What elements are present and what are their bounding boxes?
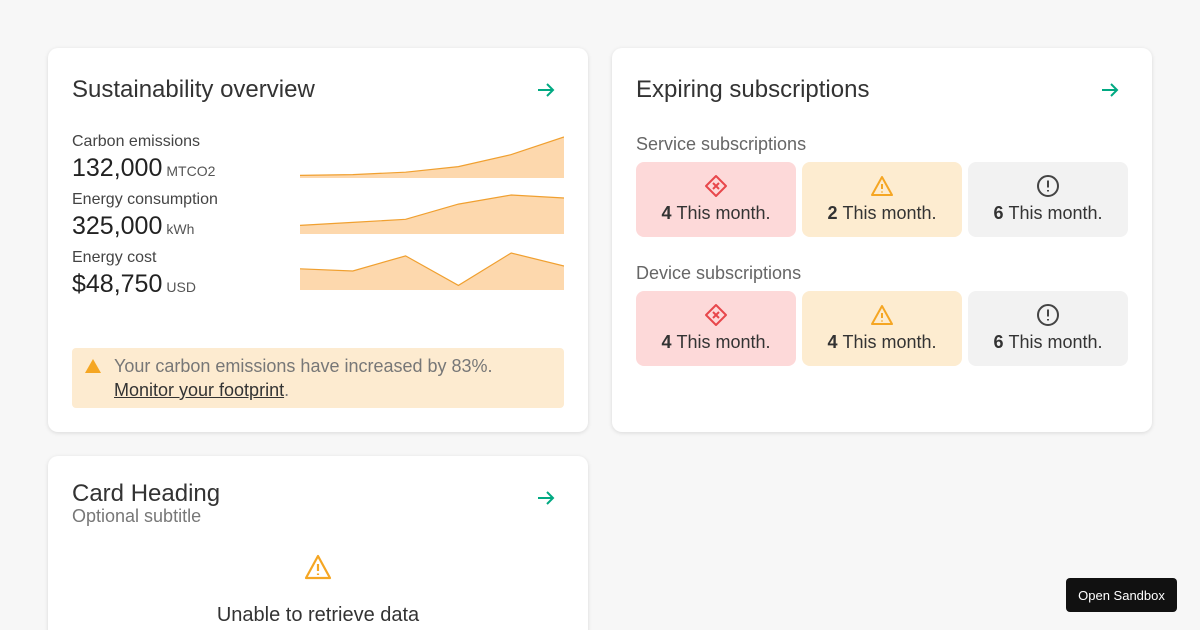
subscriptions-arrow-button[interactable] bbox=[1096, 76, 1124, 104]
tile-count: 6 bbox=[993, 203, 1004, 223]
sustainability-title: Sustainability overview bbox=[72, 76, 315, 103]
subscriptions-title: Expiring subscriptions bbox=[636, 76, 870, 103]
warning-icon bbox=[85, 359, 101, 373]
monitor-footprint-link[interactable]: Monitor your footprint bbox=[114, 380, 285, 400]
metric-label: Carbon emissions bbox=[72, 133, 201, 150]
empty-state-message: Unable to retrieve data bbox=[216, 604, 420, 626]
warning-triangle-icon bbox=[871, 305, 893, 325]
energy-sparkline bbox=[300, 194, 564, 234]
device-warning-tile[interactable]: 4 This month. bbox=[802, 291, 962, 366]
service-critical-tile[interactable]: 4 This month. bbox=[636, 162, 796, 237]
card-heading-subtitle: Optional subtitle bbox=[72, 506, 202, 526]
sparkline-area bbox=[300, 253, 564, 290]
tile-label: This month. bbox=[676, 332, 771, 352]
alert-suffix: . bbox=[284, 380, 290, 400]
metric-energy: Energy consumption 325,000 kWh bbox=[72, 191, 218, 244]
tile-count: 4 bbox=[661, 203, 672, 223]
carbon-alert: Your carbon emissions have increased by … bbox=[72, 348, 564, 408]
tile-count: 4 bbox=[827, 332, 838, 352]
metric-carbon: Carbon emissions 132,000 MTCO2 bbox=[72, 133, 215, 186]
carbon-sparkline bbox=[300, 136, 564, 178]
critical-icon bbox=[705, 175, 727, 197]
tile-label: This month. bbox=[1008, 203, 1103, 223]
tile-label: This month. bbox=[842, 332, 937, 352]
metric-label: Energy cost bbox=[72, 249, 157, 266]
card-heading-arrow-button[interactable] bbox=[532, 484, 560, 512]
warning-triangle-icon bbox=[304, 554, 332, 580]
metric-label: Energy consumption bbox=[72, 191, 218, 208]
tile-label: This month. bbox=[842, 203, 937, 223]
tile-count: 2 bbox=[827, 203, 838, 223]
arrow-right-icon bbox=[538, 491, 555, 505]
metric-cost: Energy cost $48,750 USD bbox=[72, 249, 196, 302]
card-heading-card: Card Heading Optional subtitle Unable to… bbox=[48, 456, 588, 630]
sparkline-area bbox=[300, 137, 564, 178]
arrow-right-icon bbox=[538, 83, 555, 97]
metric-value: $48,750 bbox=[72, 270, 163, 298]
sustainability-card: Sustainability overview Carbon emissions… bbox=[48, 48, 588, 432]
tile-label: This month. bbox=[676, 203, 771, 223]
tile-label: This month. bbox=[1008, 332, 1103, 352]
card-heading-title: Card Heading bbox=[72, 480, 221, 507]
subscriptions-card: Expiring subscriptions Service subscript… bbox=[612, 48, 1152, 432]
sparkline-line bbox=[300, 136, 564, 176]
cost-sparkline bbox=[300, 252, 564, 290]
metric-unit: MTCO2 bbox=[166, 163, 216, 179]
critical-icon bbox=[705, 304, 727, 326]
device-critical-tile[interactable]: 4 This month. bbox=[636, 291, 796, 366]
metric-value: 132,000 bbox=[72, 154, 163, 182]
device-info-tile[interactable]: 6 This month. bbox=[968, 291, 1128, 366]
alert-circle-icon bbox=[1037, 175, 1059, 197]
device-subscriptions-label: Device subscriptions bbox=[636, 263, 802, 283]
alert-text: Your carbon emissions have increased by … bbox=[114, 356, 493, 376]
tile-count: 4 bbox=[661, 332, 672, 352]
sparkline-area bbox=[300, 195, 564, 234]
warning-triangle-icon bbox=[871, 176, 893, 196]
service-warning-tile[interactable]: 2 This month. bbox=[802, 162, 962, 237]
metric-unit: USD bbox=[166, 279, 196, 295]
metric-unit: kWh bbox=[166, 221, 195, 237]
metric-value: 325,000 bbox=[72, 212, 163, 240]
service-subscriptions-label: Service subscriptions bbox=[636, 134, 807, 154]
sparkline-line bbox=[300, 194, 564, 226]
sparkline-line bbox=[300, 252, 564, 287]
open-sandbox-button[interactable]: Open Sandbox bbox=[1066, 578, 1177, 612]
service-info-tile[interactable]: 6 This month. bbox=[968, 162, 1128, 237]
sustainability-arrow-button[interactable] bbox=[532, 76, 560, 104]
alert-circle-icon bbox=[1037, 304, 1059, 326]
arrow-right-icon bbox=[1102, 83, 1119, 97]
tile-count: 6 bbox=[993, 332, 1004, 352]
